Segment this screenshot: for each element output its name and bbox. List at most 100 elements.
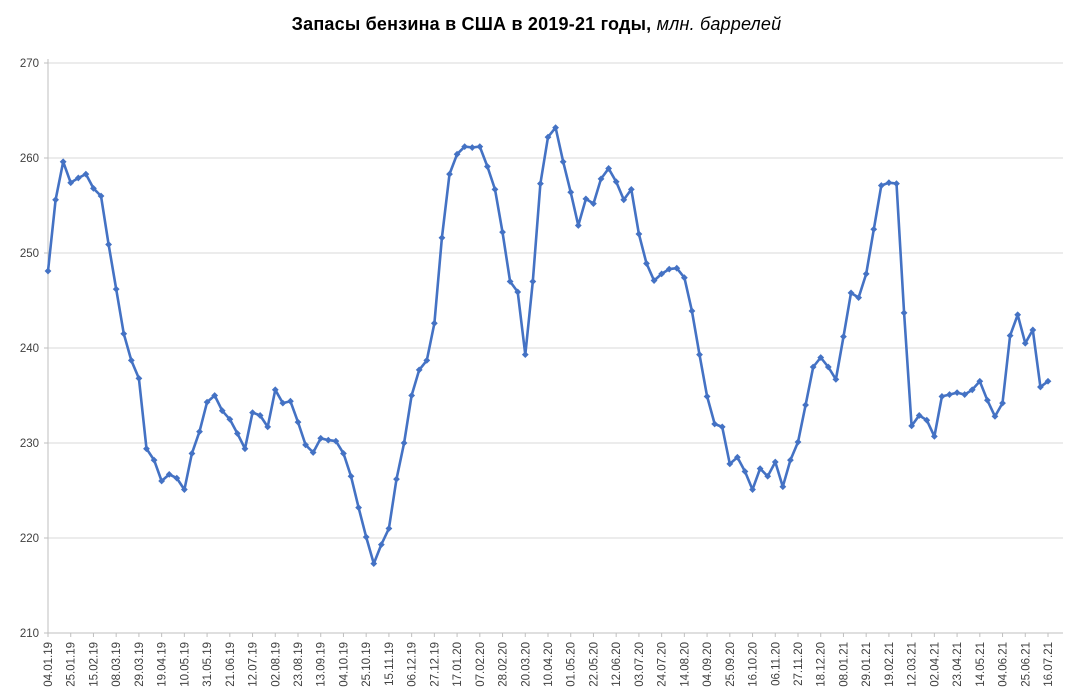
data-point-marker (794, 438, 802, 446)
data-point-marker (590, 200, 597, 207)
data-point-marker (468, 144, 476, 151)
data-point-marker (893, 180, 900, 188)
x-tick-label: 25.10.19 (361, 642, 373, 687)
data-point-marker (506, 278, 514, 285)
series-gasoline-stocks (46, 126, 1050, 565)
data-point-marker (870, 225, 878, 233)
x-tick-label: 18.12.20 (816, 642, 828, 687)
data-point-marker (1044, 377, 1052, 385)
data-point-marker (324, 436, 332, 444)
data-point-marker (923, 416, 931, 424)
x-tick-label: 25.06.21 (1020, 642, 1032, 687)
x-tick-label: 16.10.20 (748, 642, 760, 687)
data-point-marker (180, 486, 188, 493)
data-point-marker (127, 356, 135, 364)
data-point-marker (688, 307, 696, 315)
x-axis-labels: 04.01.19 25.01.19 15.02.19 08.03.19 29.03.19… (43, 642, 1055, 687)
data-point-marker (408, 392, 416, 399)
data-point-marker (855, 294, 863, 302)
data-point-marker (1006, 332, 1014, 340)
data-point-marker (249, 409, 256, 416)
data-point-marker (120, 330, 128, 338)
data-point-marker (302, 441, 309, 449)
x-tick-label: 27.12.19 (429, 642, 441, 687)
data-point-marker (817, 354, 825, 361)
data-point-marker (673, 264, 681, 272)
x-tick-label: 21.06.19 (225, 642, 237, 687)
x-tick-label: 01.05.20 (566, 642, 578, 687)
x-tick-label: 31.05.19 (202, 642, 214, 687)
x-tick-label: 28.02.20 (498, 642, 510, 687)
chart-title-text: Запасы бензина в США в 2019-21 годы, (291, 14, 652, 34)
x-tick-label: 08.03.19 (111, 642, 123, 687)
y-tick-label: 230 (20, 438, 39, 450)
data-point-marker (802, 401, 809, 409)
x-tick-label: 22.05.20 (588, 642, 600, 687)
data-point-marker (771, 458, 779, 466)
data-point-marker (483, 163, 491, 170)
data-point-marker (726, 460, 734, 468)
data-point-marker (226, 415, 234, 423)
data-point-marker (264, 423, 272, 431)
x-tick-label: 04.09.20 (702, 642, 714, 687)
data-point-marker (143, 445, 150, 453)
data-point-marker (764, 472, 772, 480)
x-tick-label: 02.08.19 (270, 642, 282, 687)
data-point-marker (59, 158, 67, 166)
data-point-marker (309, 449, 317, 456)
x-tick-label: 07.02.20 (475, 642, 487, 687)
data-point-marker (461, 143, 469, 150)
data-point-marker (658, 270, 666, 278)
data-point-marker (665, 265, 673, 273)
data-point-marker (1014, 311, 1022, 319)
data-point-marker (97, 192, 105, 200)
x-tick-label: 12.03.21 (907, 642, 919, 687)
data-point-marker (877, 182, 885, 189)
data-point-marker (415, 366, 423, 374)
data-point-marker (90, 185, 97, 192)
data-point-marker (150, 456, 158, 464)
data-point-marker (756, 465, 764, 473)
chart-title-unit: млн. баррелей (651, 14, 782, 34)
data-point-marker (112, 285, 120, 293)
data-point-marker (1021, 339, 1029, 347)
data-point-marker (287, 397, 294, 405)
data-point-marker (377, 541, 385, 549)
y-tick-label: 240 (20, 343, 39, 355)
data-point-marker (983, 396, 991, 404)
x-tick-label: 03.07.20 (634, 642, 646, 687)
data-point-marker (900, 309, 908, 317)
data-point-marker (824, 363, 832, 371)
data-point-marker (832, 375, 840, 383)
data-point-marker (211, 392, 219, 399)
data-point-marker (968, 386, 976, 394)
data-point-marker (991, 413, 999, 420)
y-gridlines (48, 62, 1063, 539)
x-tick-label: 17.01.20 (452, 642, 464, 687)
data-point-marker (521, 351, 529, 359)
data-point-marker (400, 439, 408, 447)
x-tick-label: 27.11.20 (793, 642, 805, 686)
data-point-marker (711, 420, 719, 428)
data-point-marker (173, 474, 181, 482)
x-tick-label: 19.04.19 (157, 642, 169, 687)
data-point-marker (862, 270, 870, 278)
x-tick-label: 12.06.20 (611, 642, 623, 687)
data-point-marker (559, 158, 567, 166)
data-point-marker (703, 393, 711, 400)
data-point-marker (552, 124, 559, 131)
data-point-marker (256, 412, 264, 419)
x-tick-label: 14.05.21 (975, 642, 987, 687)
data-point-marker (567, 188, 575, 196)
data-point-marker (514, 288, 522, 296)
data-point-marker (696, 351, 703, 359)
x-tick-label: 29.03.19 (134, 642, 146, 687)
data-point-marker (203, 398, 211, 406)
data-point-marker (317, 434, 325, 442)
data-point-marker (233, 430, 241, 437)
data-point-marker (650, 277, 658, 284)
x-tick-label: 06.12.19 (407, 642, 419, 687)
x-tick-label: 10.04.20 (543, 642, 555, 687)
data-point-marker (271, 386, 279, 394)
